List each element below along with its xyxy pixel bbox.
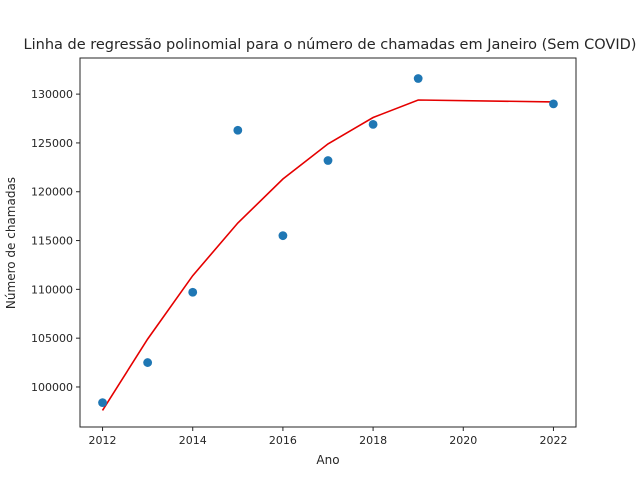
y-tick-label: 115000 <box>31 235 73 248</box>
data-point <box>413 74 423 83</box>
x-tick-label: 2014 <box>179 434 207 447</box>
y-axis: 100000 105000 110000 115000 120000 125000 1300… <box>31 88 80 394</box>
y-tick-label: 110000 <box>31 283 73 296</box>
data-point <box>368 119 378 129</box>
x-tick-label: 2022 <box>539 434 567 447</box>
y-axis-label: Número de chamadas <box>4 177 18 309</box>
data-point <box>143 358 153 367</box>
chart-title: Linha de regressão polinomial para o núm… <box>24 37 637 53</box>
plot-frame <box>79 57 577 428</box>
data-point <box>233 125 243 135</box>
regression-line <box>101 99 554 411</box>
y-tick-label: 120000 <box>31 186 73 199</box>
data-point <box>98 398 107 407</box>
data-point <box>188 287 198 297</box>
y-tick-label: 105000 <box>31 332 73 345</box>
x-tick-label: 2012 <box>89 434 117 447</box>
x-tick-label: 2016 <box>269 434 297 447</box>
y-tick-label: 125000 <box>31 137 73 150</box>
y-tick-label: 100000 <box>31 381 73 394</box>
data-point <box>278 231 288 241</box>
x-tick-label: 2020 <box>449 434 477 447</box>
plot-area <box>98 74 558 411</box>
data-point <box>549 99 558 109</box>
x-tick-label: 2018 <box>359 434 387 447</box>
x-axis-label: Ano <box>316 453 339 467</box>
data-point <box>323 156 333 165</box>
x-axis: 2012 2014 2016 2018 2020 2022 <box>89 427 567 447</box>
y-tick-label: 130000 <box>31 88 73 101</box>
